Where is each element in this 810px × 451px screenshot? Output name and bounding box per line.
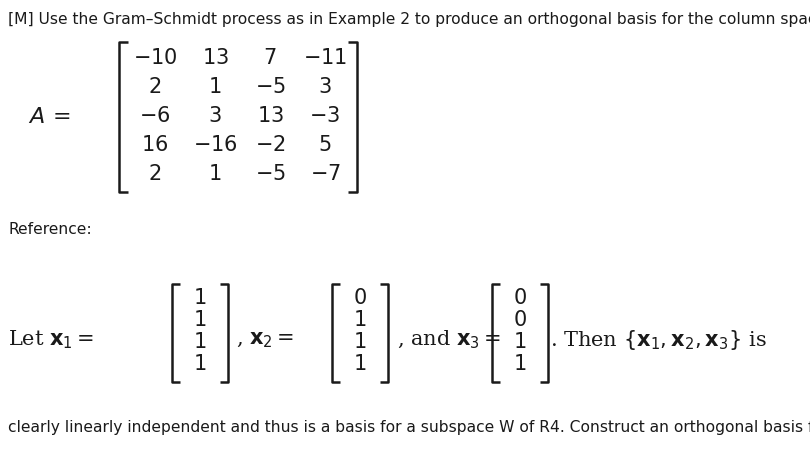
- Text: $-10$: $-10$: [133, 48, 177, 68]
- Text: $2$: $2$: [148, 77, 161, 97]
- Text: $1$: $1$: [208, 164, 222, 184]
- Text: $-11$: $-11$: [303, 48, 347, 68]
- Text: Let $\mathbf{x}_1 =$: Let $\mathbf{x}_1 =$: [8, 329, 94, 351]
- Text: $-3$: $-3$: [309, 106, 340, 126]
- Text: Reference:: Reference:: [8, 222, 92, 237]
- Text: $16$: $16$: [142, 135, 168, 155]
- Text: $1$: $1$: [514, 332, 526, 352]
- Text: $-7$: $-7$: [309, 164, 340, 184]
- Text: $13$: $13$: [257, 106, 283, 126]
- Text: $1$: $1$: [353, 354, 367, 374]
- Text: $13$: $13$: [202, 48, 228, 68]
- Text: $-6$: $-6$: [139, 106, 171, 126]
- Text: $1$: $1$: [194, 332, 207, 352]
- Text: $7$: $7$: [263, 48, 277, 68]
- Text: $0$: $0$: [513, 310, 527, 330]
- Text: $1$: $1$: [353, 332, 367, 352]
- Text: $1$: $1$: [194, 288, 207, 308]
- Text: [M] Use the Gram–Schmidt process as in Example 2 to produce an orthogonal basis : [M] Use the Gram–Schmidt process as in E…: [8, 12, 810, 27]
- Text: $-5$: $-5$: [254, 77, 285, 97]
- Text: $A\,=$: $A\,=$: [28, 106, 70, 128]
- Text: $3$: $3$: [208, 106, 222, 126]
- Text: clearly linearly independent and thus is a basis for a subspace W of R4. Constru: clearly linearly independent and thus is…: [8, 420, 810, 435]
- Text: $1$: $1$: [353, 310, 367, 330]
- Text: , and $\mathbf{x}_3 =$: , and $\mathbf{x}_3 =$: [397, 329, 501, 351]
- Text: $-2$: $-2$: [254, 135, 285, 155]
- Text: $0$: $0$: [513, 288, 527, 308]
- Text: $0$: $0$: [353, 288, 367, 308]
- Text: $1$: $1$: [208, 77, 222, 97]
- Text: $-5$: $-5$: [254, 164, 285, 184]
- Text: $5$: $5$: [318, 135, 331, 155]
- Text: $1$: $1$: [194, 354, 207, 374]
- Text: $1$: $1$: [514, 354, 526, 374]
- Text: $3$: $3$: [318, 77, 332, 97]
- Text: $-16$: $-16$: [193, 135, 237, 155]
- Text: $1$: $1$: [194, 310, 207, 330]
- Text: $2$: $2$: [148, 164, 161, 184]
- Text: . Then $\{\mathbf{x}_1, \mathbf{x}_2, \mathbf{x}_3\}$ is: . Then $\{\mathbf{x}_1, \mathbf{x}_2, \m…: [550, 328, 767, 352]
- Text: , $\mathbf{x}_2 =$: , $\mathbf{x}_2 =$: [236, 331, 294, 350]
